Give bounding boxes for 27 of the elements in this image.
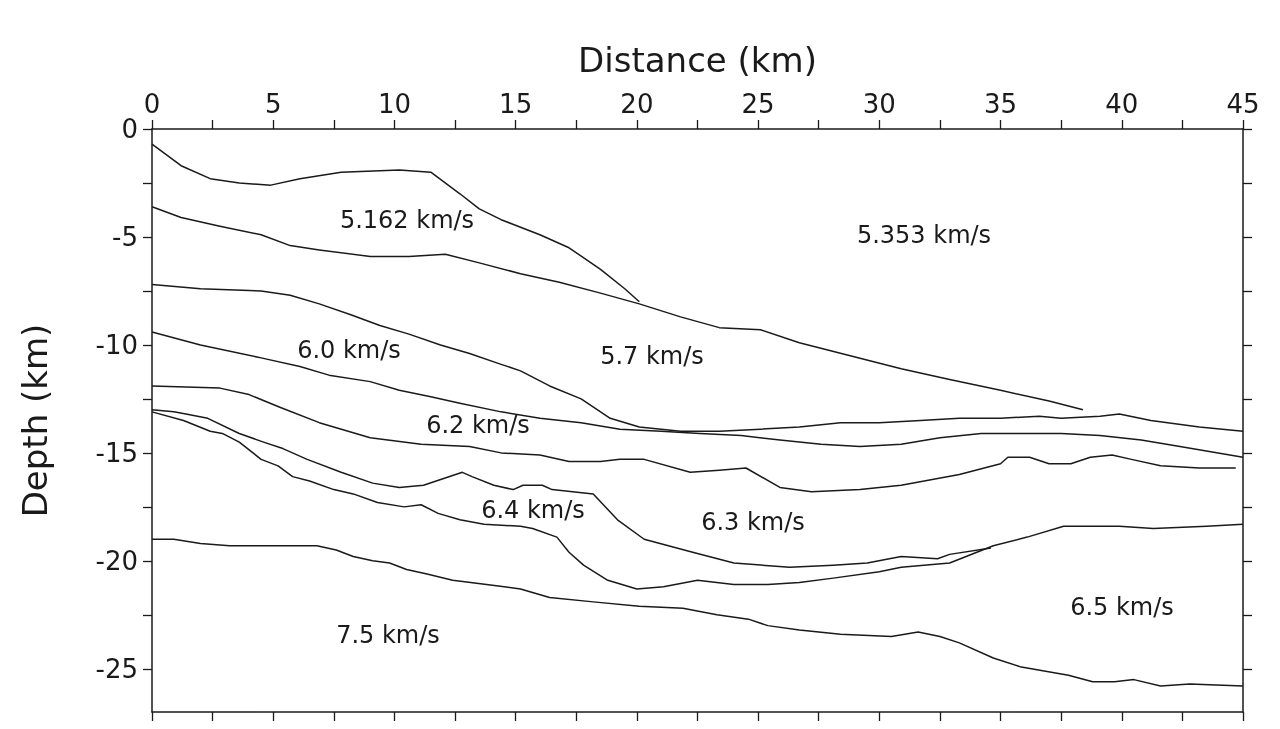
x-tick-label: 15 xyxy=(499,89,533,119)
y-tick-label: -10 xyxy=(95,329,138,360)
annotation: 6.0 km/s xyxy=(297,336,401,364)
annotation: 6.5 km/s xyxy=(1070,593,1174,621)
annotation: 6.4 km/s xyxy=(481,496,585,524)
annotation: 5.7 km/s xyxy=(600,342,704,370)
y-tick-label: -15 xyxy=(95,437,138,468)
x-axis-title: Distance (km) xyxy=(578,40,817,80)
x-tick-label: 25 xyxy=(741,89,775,119)
y-tick-label: -20 xyxy=(95,545,138,576)
y-tick-label: -5 xyxy=(112,221,138,252)
annotation: 5.353 km/s xyxy=(856,221,992,249)
x-tick-label: 45 xyxy=(1226,89,1260,119)
x-tick-label: 35 xyxy=(984,89,1018,119)
y-tick-label: -25 xyxy=(95,653,138,684)
annotation: 7.5 km/s xyxy=(336,621,440,649)
annotation: 5.162 km/s xyxy=(339,206,475,234)
x-tick-label: 40 xyxy=(1105,89,1139,119)
y-tick-label: 0 xyxy=(121,114,138,144)
x-tick-label: 5 xyxy=(264,89,282,119)
x-tick-label: 20 xyxy=(620,89,654,119)
y-axis-title: Depth (km) xyxy=(15,323,55,518)
annotation: 6.2 km/s xyxy=(426,411,530,439)
annotation: 6.3 km/s xyxy=(701,508,805,536)
x-tick-label: 0 xyxy=(143,89,161,119)
x-tick-label: 30 xyxy=(862,89,896,119)
x-tick-label: 10 xyxy=(377,89,411,119)
